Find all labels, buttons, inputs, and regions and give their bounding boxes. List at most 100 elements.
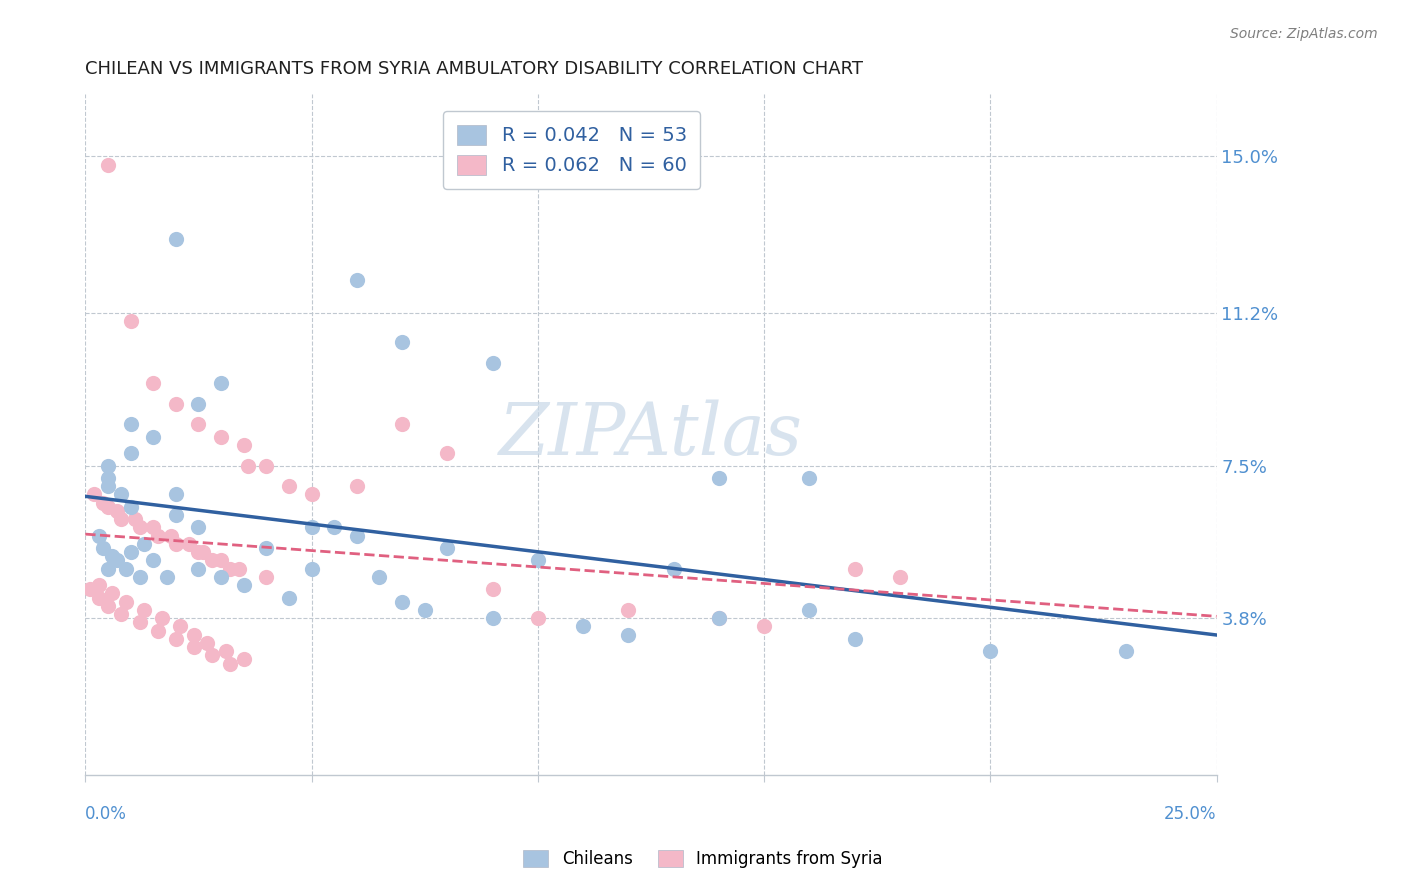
Point [209,553,232,567]
Point [142,430,165,444]
Point [662,562,685,576]
Point [323,520,346,534]
Point [134,537,156,551]
Point [707,611,730,625]
Point [799,471,821,485]
Point [232,652,254,666]
Point [187,545,209,559]
Point [368,570,391,584]
Point [277,479,299,493]
Text: CHILEAN VS IMMIGRANTS FROM SYRIA AMBULATORY DISABILITY CORRELATION CHART: CHILEAN VS IMMIGRANTS FROM SYRIA AMBULAT… [86,60,863,78]
Point [120,446,142,460]
Point [572,619,595,633]
Point [179,537,201,551]
Point [232,578,254,592]
Point [128,615,150,630]
Point [93,496,115,510]
Text: ZIPAtlas: ZIPAtlas [499,400,803,470]
Point [165,232,187,246]
Point [183,628,205,642]
Point [87,578,110,592]
Point [209,376,232,391]
Point [142,376,165,391]
Point [110,607,132,621]
Point [436,446,458,460]
Point [97,479,120,493]
Point [191,545,214,559]
Point [301,562,323,576]
Point [214,644,236,658]
Point [979,644,1001,658]
Point [120,417,142,432]
Point [97,500,120,514]
Point [187,417,209,432]
Point [844,562,866,576]
Point [526,553,548,567]
Point [128,570,150,584]
Point [120,500,142,514]
Point [238,458,260,473]
Point [97,458,120,473]
Point [187,520,209,534]
Text: Source: ZipAtlas.com: Source: ZipAtlas.com [1230,27,1378,41]
Point [105,553,128,567]
Point [150,611,173,625]
Point [391,417,413,432]
Point [97,157,120,171]
Point [481,582,503,597]
Point [707,611,730,625]
Point [707,471,730,485]
Point [617,628,640,642]
Point [183,640,205,654]
Legend: Chileans, Immigrants from Syria: Chileans, Immigrants from Syria [517,843,889,875]
Point [254,570,277,584]
Point [124,512,146,526]
Point [169,619,191,633]
Point [301,487,323,501]
Point [481,611,503,625]
Point [120,545,142,559]
Point [752,619,775,633]
Point [83,487,105,501]
Point [142,520,165,534]
Text: 0.0%: 0.0% [86,805,127,823]
Point [165,397,187,411]
Point [301,520,323,534]
Point [87,591,110,605]
Point [526,611,548,625]
Point [391,334,413,349]
Point [617,603,640,617]
Point [197,636,219,650]
Point [889,570,911,584]
Text: 25.0%: 25.0% [1164,805,1216,823]
Point [219,657,242,671]
Point [156,570,179,584]
Point [228,562,250,576]
Point [436,541,458,555]
Point [134,603,156,617]
Point [115,562,138,576]
Point [187,562,209,576]
Point [187,397,209,411]
Point [391,595,413,609]
Point [110,487,132,501]
Point [346,273,368,287]
Point [799,603,821,617]
Point [101,549,124,564]
Point [1115,644,1137,658]
Point [142,553,165,567]
Point [128,520,150,534]
Point [93,541,115,555]
Point [146,529,169,543]
Point [165,508,187,522]
Point [346,529,368,543]
Point [97,562,120,576]
Point [115,595,138,609]
Point [97,599,120,613]
Point [79,582,101,597]
Point [254,541,277,555]
Point [105,504,128,518]
Point [201,648,224,663]
Point [219,562,242,576]
Point [277,591,299,605]
